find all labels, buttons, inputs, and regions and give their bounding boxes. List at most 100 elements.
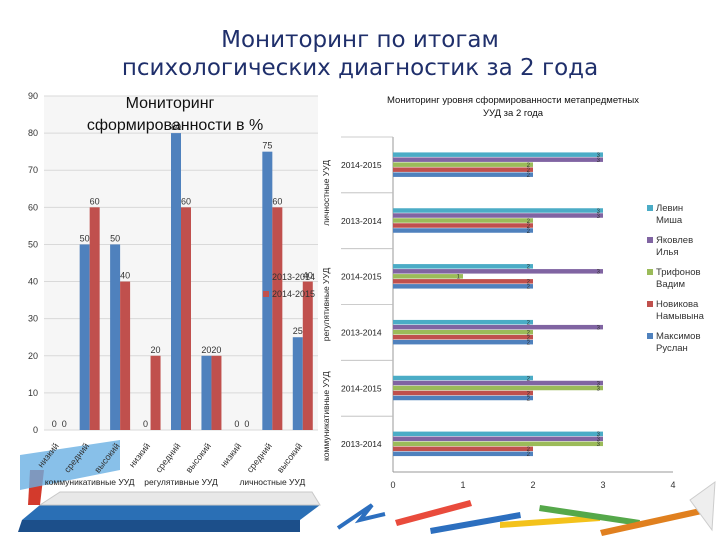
bar xyxy=(393,228,533,233)
pencil-icon xyxy=(500,515,600,528)
y-tick-label: 0 xyxy=(33,425,38,435)
data-label: 2 xyxy=(527,285,531,291)
data-label: 2 xyxy=(527,320,531,326)
book-cover xyxy=(22,505,320,520)
x-tick-label: высокий xyxy=(275,441,304,475)
pencil-icon xyxy=(430,512,521,534)
bar xyxy=(393,390,533,396)
y-tick-label: 60 xyxy=(28,202,38,212)
legend-swatch xyxy=(647,301,653,307)
bar xyxy=(393,319,533,325)
y-tick-label: 50 xyxy=(28,239,38,249)
data-label: 3 xyxy=(597,432,601,438)
y-tick-label: 40 xyxy=(28,277,38,287)
bar xyxy=(393,223,533,228)
bar xyxy=(393,334,533,340)
data-label: 2 xyxy=(527,163,531,169)
bar xyxy=(393,152,603,157)
data-label: 3 xyxy=(597,386,601,392)
data-label: 0 xyxy=(244,419,249,429)
group-label: регулятивные УУД xyxy=(144,477,218,487)
bar xyxy=(393,431,603,437)
legend-label: 2013-2014 xyxy=(272,272,315,282)
data-label: 20 xyxy=(151,345,161,355)
decorative-illustration xyxy=(18,440,716,536)
bar xyxy=(393,324,603,330)
x-tick-label: 3 xyxy=(600,480,605,490)
bar xyxy=(393,385,603,391)
data-label: 2 xyxy=(527,280,531,286)
data-label: 75 xyxy=(262,141,272,151)
chart-metapredmetnye: Мониторинг уровня сформированности метап… xyxy=(321,95,705,490)
group-label: личностные УУД xyxy=(321,160,331,226)
bar xyxy=(110,244,121,430)
page-title: Мониторинг по итогам психологических диа… xyxy=(0,26,720,82)
category-label: 2014-2015 xyxy=(341,272,382,282)
bar xyxy=(393,284,533,289)
bar xyxy=(393,157,603,162)
pencil-icon xyxy=(539,505,640,526)
bar xyxy=(120,281,131,430)
bar xyxy=(393,451,533,457)
legend-label: Максимов Руслан xyxy=(656,331,701,354)
bar xyxy=(393,264,533,269)
paper-corner xyxy=(689,480,716,532)
data-label: 20 xyxy=(201,345,211,355)
x-tick-label: 4 xyxy=(670,480,675,490)
data-label: 60 xyxy=(181,196,191,206)
data-label: 0 xyxy=(143,419,148,429)
bar xyxy=(150,355,161,430)
category-label: 2013-2014 xyxy=(341,327,382,337)
pencil-icon xyxy=(600,508,702,536)
data-label: 3 xyxy=(597,325,601,331)
bar xyxy=(292,337,303,430)
bar xyxy=(262,151,273,430)
bar xyxy=(393,279,533,284)
bar xyxy=(393,208,603,213)
y-tick-label: 90 xyxy=(28,91,38,101)
legend-swatch xyxy=(647,205,653,211)
data-label: 0 xyxy=(52,419,57,429)
x-tick-label: 1 xyxy=(460,480,465,490)
data-label: 60 xyxy=(90,196,100,206)
legend-label: Левин Миша xyxy=(656,203,683,226)
data-label: 0 xyxy=(62,419,67,429)
bar xyxy=(89,207,100,430)
group-label: личностные УУД xyxy=(239,477,305,487)
x-tick-label: средний xyxy=(245,441,274,474)
data-label: 2 xyxy=(527,168,531,174)
bar xyxy=(201,355,212,430)
data-label: 50 xyxy=(110,233,120,243)
data-label: 20 xyxy=(211,345,221,355)
data-label: 2 xyxy=(527,376,531,382)
bar xyxy=(181,207,191,430)
data-label: 2 xyxy=(527,229,531,235)
chart-title-line-1: Мониторинг уровня сформированности метап… xyxy=(387,95,639,106)
bar xyxy=(393,218,533,223)
bar xyxy=(393,329,533,335)
bar xyxy=(272,207,283,430)
legend-swatch xyxy=(263,274,269,280)
data-label: 25 xyxy=(293,326,303,336)
data-label: 3 xyxy=(597,214,601,220)
group-label: коммуникативные УУД xyxy=(45,477,135,487)
category-label: 2014-2015 xyxy=(341,160,382,170)
legend-swatch xyxy=(647,269,653,275)
bar xyxy=(393,436,603,442)
bar xyxy=(393,172,533,177)
chart-title-line-2: УУД за 2 года xyxy=(483,108,544,119)
bar xyxy=(302,281,313,430)
data-label: 3 xyxy=(597,442,601,448)
bar xyxy=(393,380,603,386)
bar xyxy=(393,441,603,447)
legend-swatch xyxy=(263,291,269,297)
data-label: 2 xyxy=(527,219,531,225)
data-label: 2 xyxy=(527,330,531,336)
category-label: 2014-2015 xyxy=(341,383,382,393)
book-spine xyxy=(18,520,300,532)
chart-title-line-1: Мониторинг xyxy=(126,95,215,112)
chart-title-line-2: сформированности в % xyxy=(87,117,263,134)
data-label: 2 xyxy=(527,265,531,271)
